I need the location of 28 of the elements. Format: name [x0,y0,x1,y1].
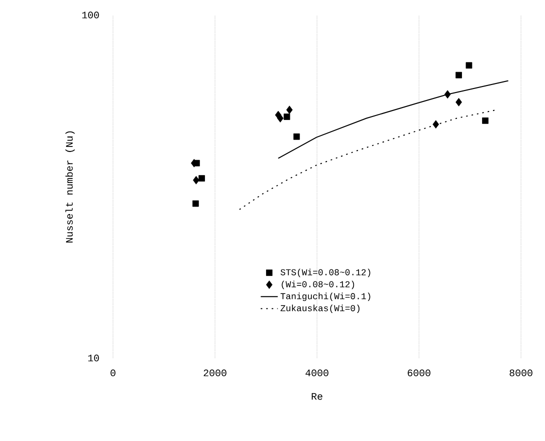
point [277,114,284,122]
legend-label: (Wi=0.08~0.12) [282,280,354,290]
line-series [238,109,498,210]
y-tick-label: 100 [82,12,99,18]
point [192,200,199,207]
legend-label: Zukauskas(Wi=0) [280,304,360,314]
x-axis-title: Re [312,393,322,400]
point [456,98,462,106]
x-tick-label: 2000 [204,370,226,376]
y-tick-label: 10 [88,354,99,362]
x-tick-label: 8000 [510,370,532,376]
x-tick-label: 0 [110,370,116,376]
point [284,114,290,120]
point [482,117,488,124]
point [444,90,451,99]
x-tick-label: 6000 [408,370,430,376]
x-tick-label: 4000 [306,370,328,376]
legend-label: STS(Wi=0.08~0.12) [280,268,370,278]
point [286,106,293,114]
point [456,72,462,78]
point [293,133,300,140]
point [432,120,440,129]
legend-label: Taniguchi(Wi=0.1) [280,292,370,302]
point [192,176,200,184]
point [466,62,472,69]
point [198,175,205,182]
y-axis-title: Nusselt number (Nu) [65,131,75,243]
line-series [278,80,509,159]
